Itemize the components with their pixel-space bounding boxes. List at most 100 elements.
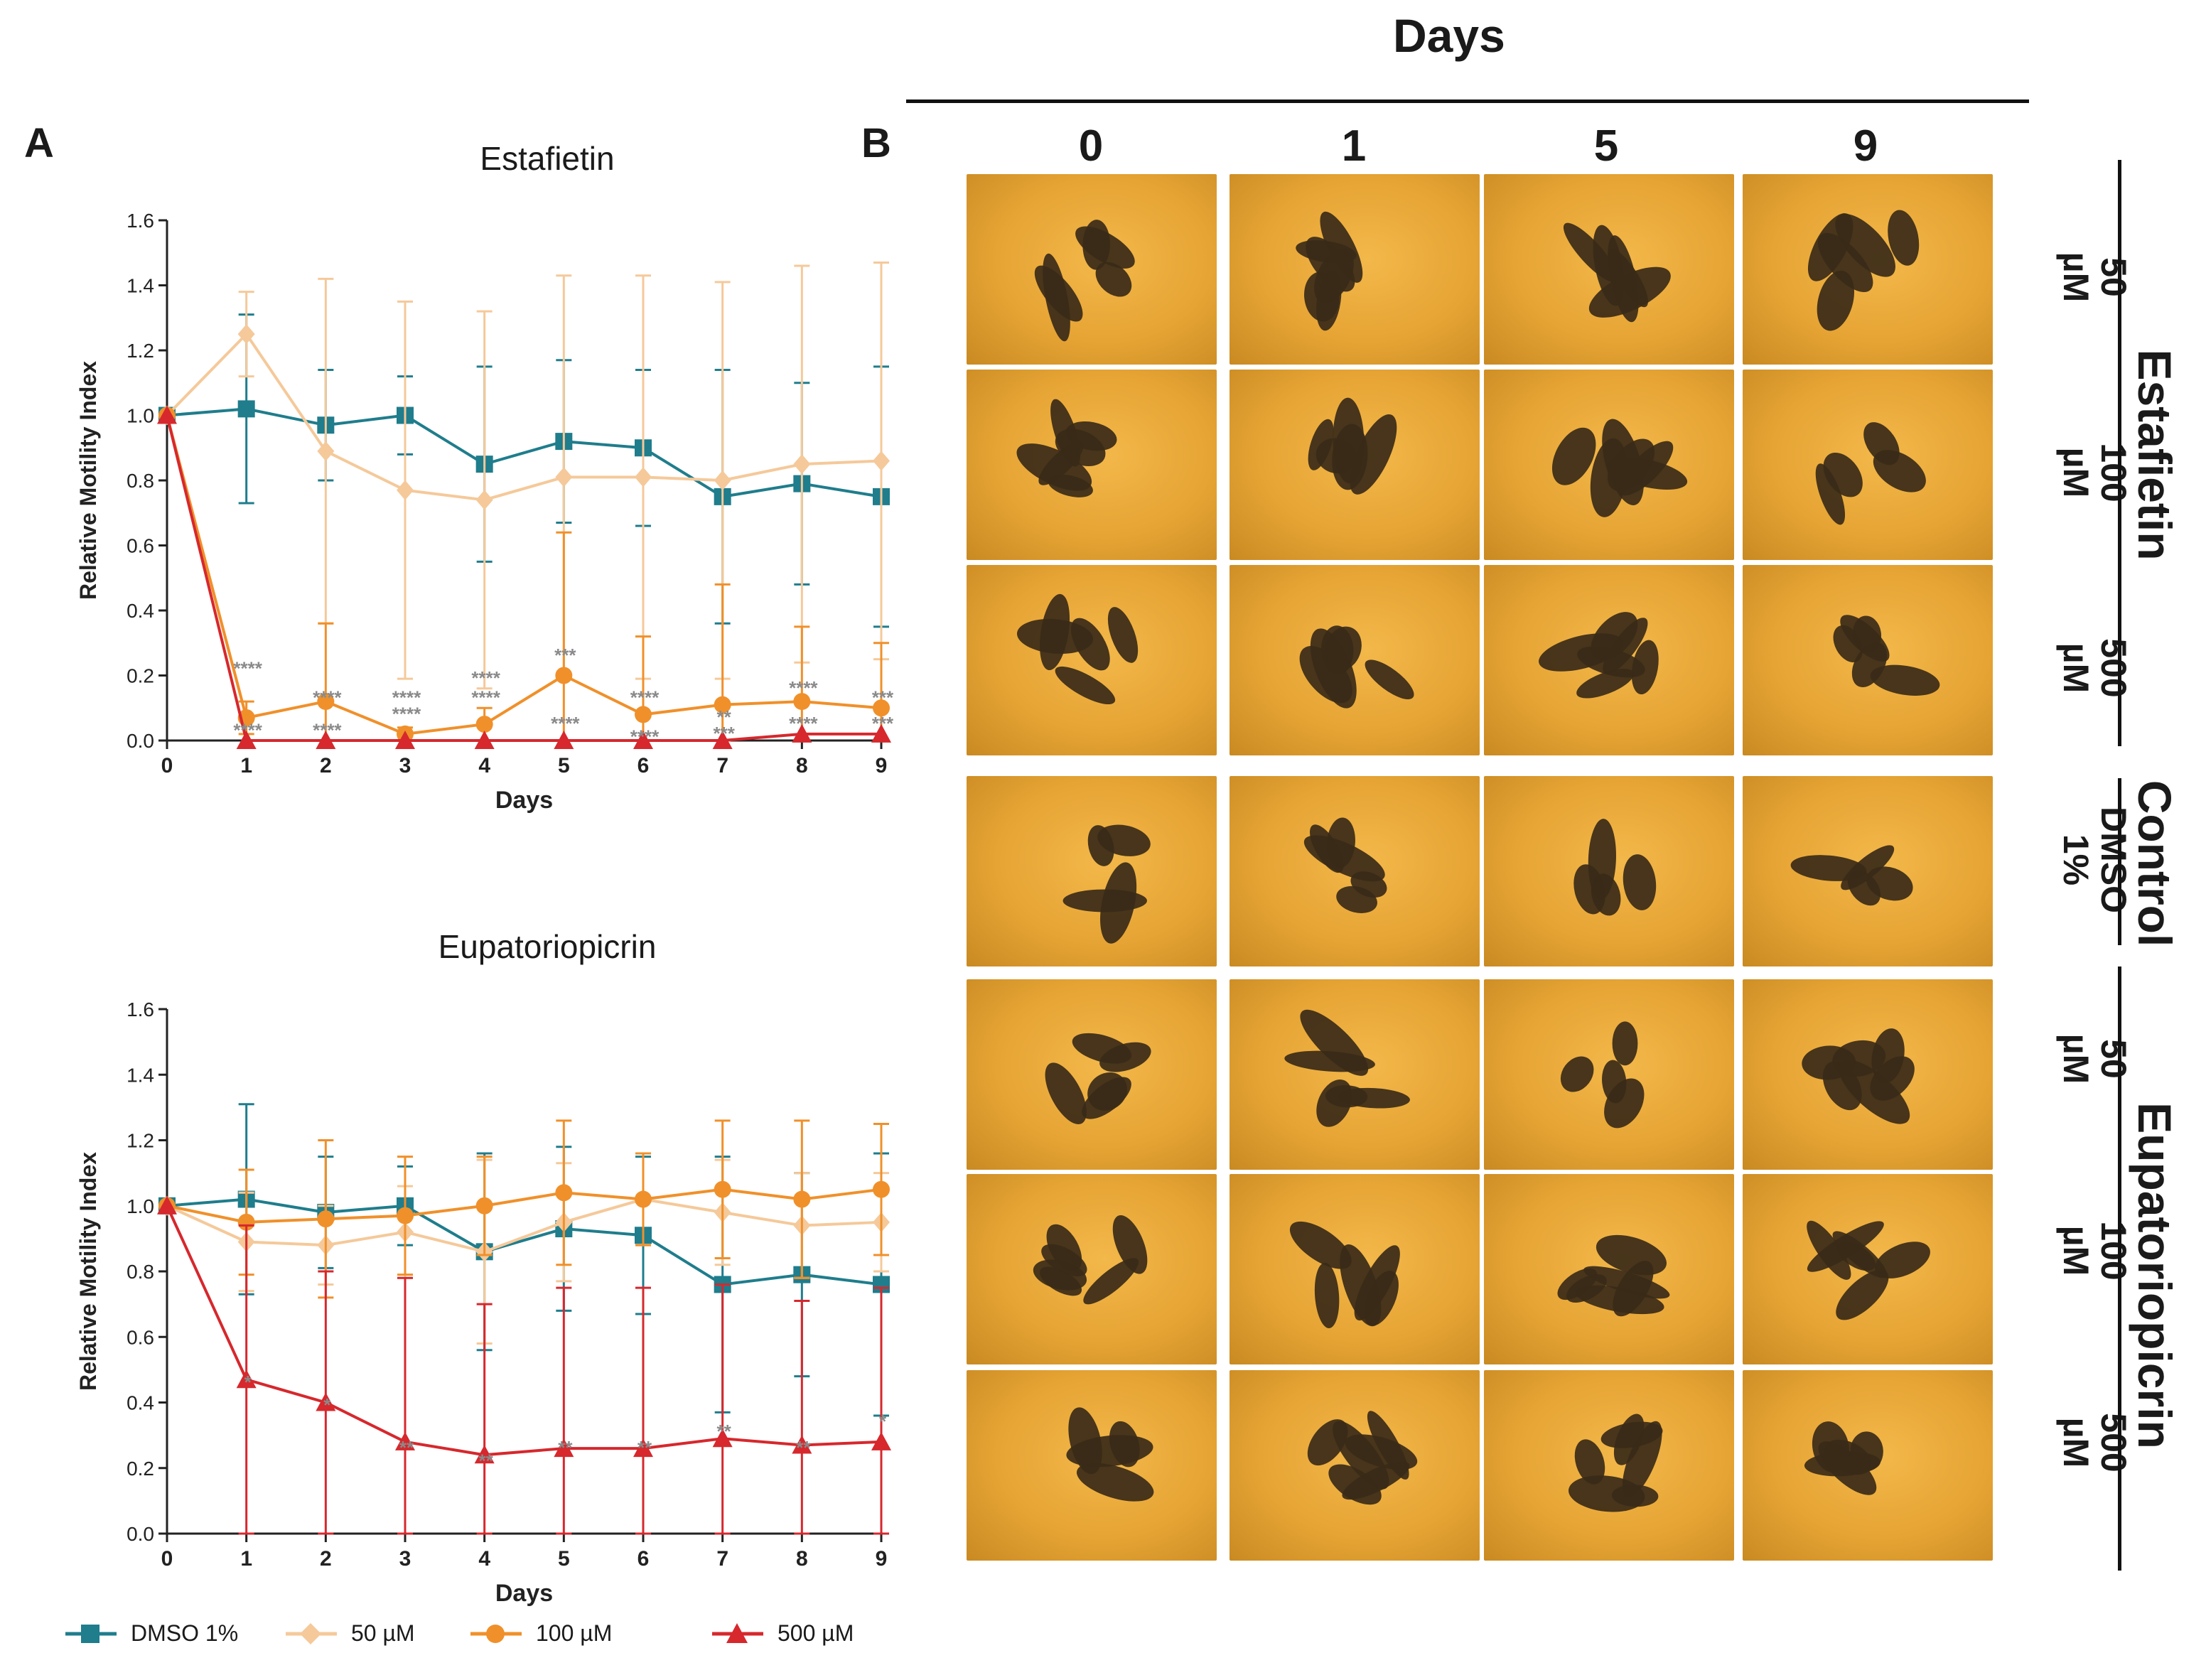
y-tick-label: 1.2 — [127, 340, 154, 362]
column-label-day-1: 1 — [1341, 122, 1367, 171]
worm-cluster-image — [1807, 210, 1920, 331]
data-point — [317, 441, 335, 461]
worm-cluster-image — [1033, 1215, 1148, 1305]
worm-shape — [1802, 1045, 1856, 1080]
y-tick-label: 0.2 — [127, 665, 154, 687]
worm-shape — [1314, 1262, 1340, 1328]
significance-label: ** — [558, 1437, 573, 1458]
data-point — [633, 1438, 653, 1458]
micrograph-row-3-day-0 — [967, 565, 1217, 755]
worm-shape — [1107, 607, 1139, 663]
worm-shape — [1296, 240, 1357, 264]
x-tick-label: 8 — [796, 754, 808, 777]
worm-cluster-image — [1016, 593, 1139, 705]
data-point — [157, 405, 177, 424]
row-label-estafietin-500: 500 µM — [2033, 597, 2134, 739]
y-tick-label: 1.4 — [127, 1064, 154, 1086]
micrograph-row-7-day-9 — [1743, 1370, 1993, 1561]
data-point — [397, 1207, 414, 1224]
worm-shape — [1631, 640, 1659, 695]
x-tick-label: 5 — [558, 754, 570, 777]
x-tick-label: 0 — [161, 1547, 173, 1571]
significance-label: * — [323, 1394, 331, 1416]
row-label-eupatoriopicrin-100: 100 µM — [2033, 1180, 2134, 1322]
micrograph-row-1-day-5 — [1484, 174, 1734, 365]
worm-shape — [1612, 1021, 1638, 1066]
x-tick-label: 8 — [796, 1547, 808, 1571]
worm-shape — [1308, 419, 1334, 470]
x-axis-label: Days — [495, 1580, 553, 1607]
group-label-eupatoriopicrin: Eupatoriopicrin — [2129, 1102, 2181, 1449]
row-label-unit: µM — [2056, 447, 2097, 498]
x-tick-label: 2 — [320, 1547, 332, 1571]
significance-label: **** — [392, 687, 421, 709]
row-label-control-dmso: DMSO 1% — [2033, 771, 2134, 949]
y-tick-label: 0.6 — [127, 1326, 154, 1348]
worm-cluster-image — [1308, 397, 1397, 495]
legend-item-100um: 100 µM — [469, 1620, 612, 1647]
row-label-unit: µM — [2056, 252, 2097, 303]
row-label-unit: µM — [2056, 1033, 2097, 1084]
group-label-control: Control — [2129, 780, 2181, 947]
significance-label: ** — [717, 1421, 732, 1442]
worm-shape — [1097, 824, 1151, 856]
significance-label: **** — [789, 677, 818, 699]
significance-label: **** — [630, 726, 660, 747]
group-bracket-control — [2118, 778, 2121, 945]
worm-cluster-image — [1790, 845, 1913, 906]
worm-shape — [1095, 262, 1132, 297]
worm-cluster-image — [1062, 824, 1151, 944]
x-tick-label: 3 — [399, 1547, 411, 1571]
x-tick-label: 2 — [320, 754, 332, 777]
significance-label: **** — [789, 713, 818, 734]
micrograph-row-6-day-9 — [1743, 1174, 1993, 1364]
chart-eupatoriopicrin: 0.0 0.2 0.4 0.6 0.8 1.0 1.2 1.4 1.6 0 1 2 3 4 5 6 7 8 9 Day… — [75, 998, 891, 1607]
significance-label: ** — [796, 1437, 811, 1458]
y-tick-label: 1.2 — [127, 1130, 154, 1152]
worm-shape — [1623, 854, 1657, 910]
data-point — [317, 1210, 335, 1228]
row-label-unit: µM — [2056, 1225, 2097, 1276]
worm-cluster-image — [1573, 819, 1657, 916]
worm-shape — [1299, 645, 1352, 704]
column-label-day-5: 5 — [1593, 122, 1619, 171]
data-point — [237, 324, 255, 345]
column-label-day-0: 0 — [1078, 122, 1104, 171]
micrograph-row-1-day-9 — [1743, 174, 1993, 365]
micrograph-row-2-day-0 — [967, 370, 1217, 560]
legend-item-dmso: DMSO 1% — [64, 1620, 238, 1647]
worm-cluster-image — [1296, 211, 1363, 331]
row-label-unit: 1% — [2056, 834, 2097, 886]
significance-label: **** — [551, 713, 580, 734]
y-tick-label: 0.0 — [127, 730, 154, 752]
micrograph-row-4-day-9 — [1743, 776, 1993, 966]
data-point — [633, 731, 653, 749]
series-3 — [157, 405, 891, 749]
y-tick-label: 1.6 — [127, 210, 154, 232]
worm-cluster-image — [1289, 1221, 1400, 1328]
x-tick-label: 5 — [558, 1547, 570, 1571]
micrograph-row-1-day-0 — [967, 174, 1217, 365]
data-point — [555, 667, 573, 684]
worm-shape — [1066, 1435, 1153, 1468]
y-tick-label: 0.6 — [127, 535, 154, 557]
series-line — [166, 1205, 882, 1457]
data-point — [714, 1180, 731, 1198]
days-header-rule — [906, 99, 2029, 103]
significance-label: ** — [637, 1437, 652, 1458]
data-point — [873, 699, 890, 717]
worm-shape — [1557, 1268, 1598, 1301]
group-label-estafietin: Estafietin — [2129, 349, 2181, 561]
chart-estafietin: 0.0 0.2 0.4 0.6 0.8 1.0 1.2 1.4 1.6 0 1 2 3 4 5 6 7 8 9 Day… — [75, 210, 894, 814]
legend-label: 50 µM — [351, 1620, 415, 1646]
legend-label: 500 µM — [778, 1620, 854, 1646]
series-1 — [158, 1152, 890, 1345]
worm-shape — [1870, 1056, 1915, 1101]
data-point — [237, 400, 255, 418]
worm-cluster-image — [1815, 422, 1926, 525]
x-tick-label: 7 — [716, 754, 728, 777]
micrograph-row-3-day-1 — [1230, 565, 1480, 755]
chart-1-title: Estafietin — [480, 140, 615, 177]
data-point — [792, 1435, 812, 1454]
data-point — [712, 1428, 733, 1448]
